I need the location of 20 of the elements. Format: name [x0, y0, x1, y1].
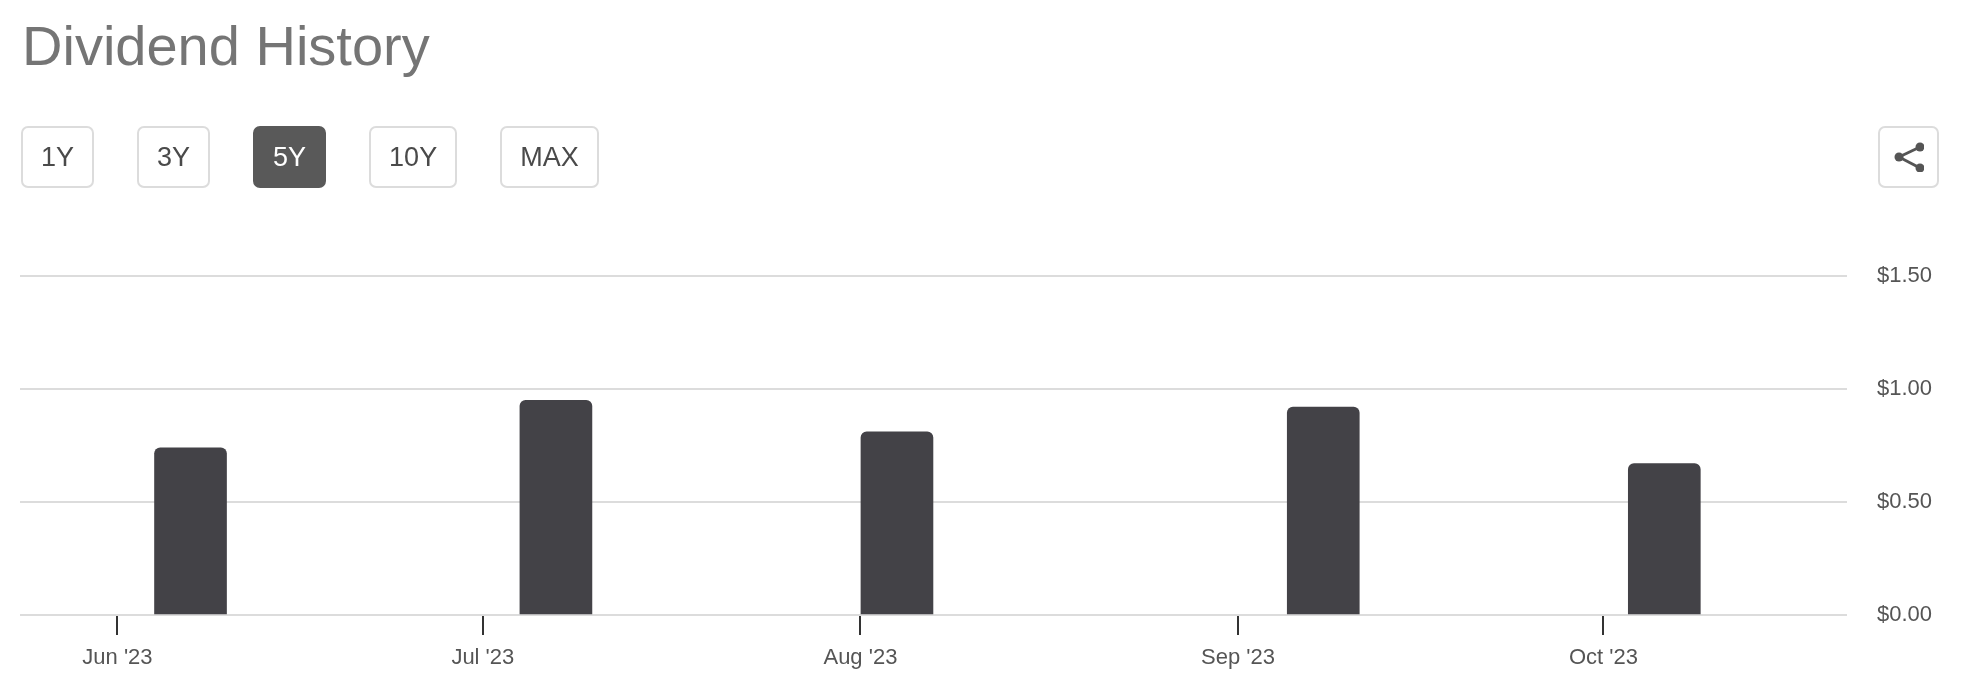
bar [519, 399, 593, 615]
bar [860, 431, 934, 615]
x-tick-label: Sep '23 [1201, 644, 1275, 670]
x-tick-label: Aug '23 [823, 644, 898, 670]
bar [1627, 463, 1701, 615]
period-button: 3Y [137, 126, 211, 188]
chart-title: Dividend History [22, 14, 430, 77]
y-tick-label: $0.50 [1877, 488, 1933, 514]
y-tick-label: $1.00 [1877, 375, 1933, 401]
x-tick-label: Jul '23 [451, 644, 515, 670]
x-tick-label: Oct '23 [1568, 644, 1638, 670]
y-tick-label: $0.00 [1877, 601, 1933, 627]
period-button: 10Y [369, 126, 458, 188]
y-tick-label: $1.50 [1877, 262, 1933, 288]
period-button: 5Y [253, 126, 327, 188]
x-tick-label: Jun '23 [82, 644, 153, 670]
period-button: 1Y [21, 126, 95, 188]
bar [154, 447, 227, 615]
bar [1286, 406, 1360, 615]
period-button: MAX [500, 126, 599, 188]
